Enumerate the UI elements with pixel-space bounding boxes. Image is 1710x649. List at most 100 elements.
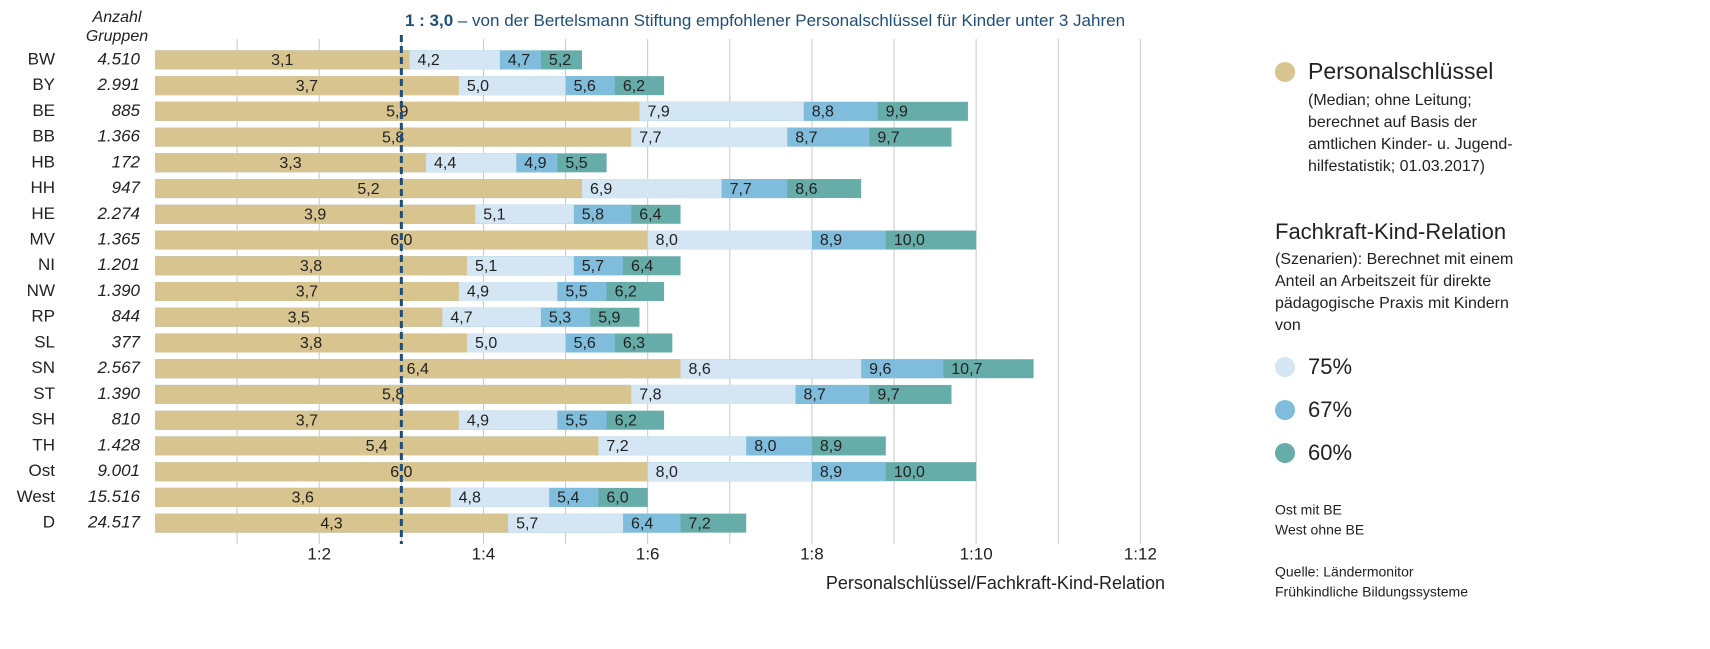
data-label: 5,6 — [574, 335, 596, 352]
data-label: 5,3 — [549, 309, 571, 326]
data-label: 5,1 — [475, 258, 497, 275]
group-count: 2.567 — [96, 358, 140, 377]
row-label: Ost — [29, 461, 56, 480]
data-label: 7,2 — [606, 438, 628, 455]
data-label: 3,1 — [271, 52, 293, 69]
data-label: 6,2 — [615, 284, 637, 301]
data-label: 5,9 — [598, 309, 620, 326]
bar — [155, 50, 410, 70]
data-label: 8,0 — [656, 464, 678, 481]
data-label: 5,7 — [516, 515, 538, 532]
bar — [155, 333, 468, 353]
bar — [155, 359, 681, 379]
group-count: 1.201 — [97, 255, 140, 274]
legend-desc: hilfestatistik; 01.03.2017) — [1308, 158, 1485, 175]
row-label: NW — [27, 281, 55, 300]
group-count: 24.517 — [87, 513, 141, 532]
source: Frühkindliche Bildungssysteme — [1275, 584, 1468, 600]
bar — [155, 384, 632, 404]
data-label: 6,4 — [631, 258, 653, 275]
data-label: 4,9 — [467, 412, 489, 429]
data-label: 3,7 — [296, 284, 318, 301]
data-label: 9,9 — [886, 104, 908, 121]
data-label: 6,4 — [639, 207, 661, 224]
data-label: 7,8 — [639, 387, 661, 404]
group-count: 2.274 — [96, 204, 140, 223]
data-label: 8,6 — [795, 181, 817, 198]
legend-swatch — [1275, 400, 1295, 420]
row-label: HH — [30, 178, 55, 197]
data-label: 10,0 — [894, 232, 925, 249]
data-label: 8,9 — [820, 232, 842, 249]
source: Quelle: Ländermonitor — [1275, 564, 1414, 580]
data-label: 8,0 — [656, 232, 678, 249]
bar — [155, 179, 582, 199]
data-label: 3,6 — [292, 490, 314, 507]
data-label: 6,9 — [590, 181, 612, 198]
data-label: 4,7 — [508, 52, 530, 69]
data-label: 7,9 — [647, 104, 669, 121]
data-label: 4,8 — [459, 490, 481, 507]
reference-label: 1 : 3,0 — [405, 11, 453, 30]
x-tick-label: 1:4 — [472, 544, 496, 563]
data-label: 5,9 — [386, 104, 408, 121]
group-count: 885 — [112, 101, 141, 120]
data-label: 4,4 — [434, 155, 456, 172]
data-label: 5,4 — [366, 438, 388, 455]
bar — [155, 462, 648, 482]
bar — [155, 307, 443, 327]
data-label: 4,9 — [467, 284, 489, 301]
row-label: SL — [34, 332, 55, 351]
row-label: NI — [38, 255, 55, 274]
row-label: SH — [31, 410, 55, 429]
legend-desc: pädagogische Praxis mit Kindern — [1275, 295, 1509, 312]
bar — [155, 436, 599, 456]
data-label: 4,7 — [450, 309, 472, 326]
groups-header: Anzahl — [92, 9, 142, 26]
group-count: 2.991 — [96, 75, 140, 94]
legend-swatch — [1275, 62, 1295, 82]
data-label: 5,2 — [549, 52, 571, 69]
data-label: 8,9 — [820, 464, 842, 481]
x-tick-label: 1:10 — [960, 544, 993, 563]
x-tick-label: 1:6 — [636, 544, 660, 563]
data-label: 3,9 — [304, 207, 326, 224]
data-label: 8,7 — [795, 129, 817, 146]
data-label: 9,7 — [877, 129, 899, 146]
group-count: 844 — [112, 307, 140, 326]
group-count: 9.001 — [97, 461, 140, 480]
row-label: BY — [32, 75, 55, 94]
data-label: 3,3 — [279, 155, 301, 172]
data-label: 8,0 — [754, 438, 776, 455]
data-label: 4,9 — [524, 155, 546, 172]
bar — [155, 153, 426, 173]
legend-desc: Anteil an Arbeitszeit für direkte — [1275, 273, 1491, 290]
group-count: 4.510 — [97, 49, 140, 68]
row-label: MV — [30, 230, 56, 249]
data-label: 5,8 — [382, 129, 404, 146]
data-label: 5,8 — [582, 207, 604, 224]
data-label: 4,3 — [320, 515, 342, 532]
group-count: 810 — [112, 410, 141, 429]
data-label: 5,0 — [475, 335, 497, 352]
groups-header: Gruppen — [86, 28, 148, 45]
bar — [155, 101, 640, 121]
row-label: ST — [33, 384, 55, 403]
data-label: 5,6 — [574, 78, 596, 95]
legend-label: 67% — [1308, 397, 1352, 422]
group-count: 377 — [112, 332, 141, 351]
data-label: 5,1 — [483, 207, 505, 224]
group-count: 1.366 — [97, 127, 140, 146]
data-label: 8,9 — [820, 438, 842, 455]
legend-desc: von — [1275, 317, 1301, 334]
data-label: 8,7 — [803, 387, 825, 404]
group-count: 1.428 — [97, 435, 140, 454]
legend-label: Personalschlüssel — [1308, 58, 1493, 84]
row-label: BB — [32, 127, 55, 146]
data-label: 3,8 — [300, 258, 322, 275]
legend-swatch — [1275, 443, 1295, 463]
row-label: BW — [28, 49, 55, 68]
data-label: 6,4 — [407, 361, 429, 378]
data-label: 9,6 — [869, 361, 891, 378]
data-label: 6,0 — [390, 464, 412, 481]
